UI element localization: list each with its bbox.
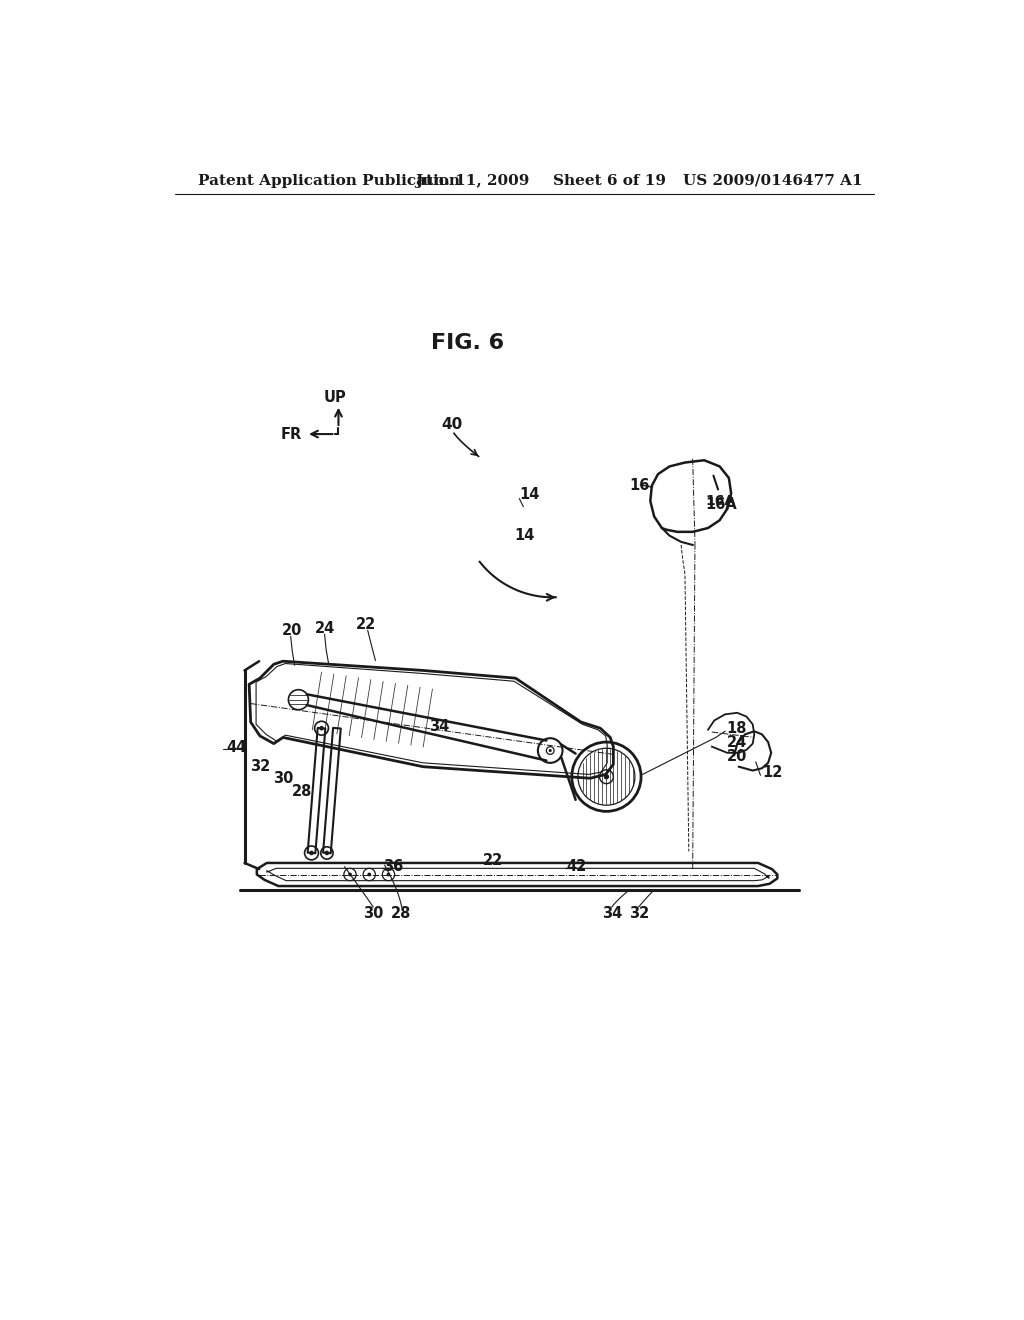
Text: 24: 24 [727,734,746,750]
Text: Sheet 6 of 19: Sheet 6 of 19 [553,174,666,187]
Text: 28: 28 [292,784,312,799]
Text: FR: FR [281,426,301,442]
Text: 18: 18 [727,721,748,735]
Text: 40: 40 [441,417,462,432]
Text: 36: 36 [383,859,403,874]
Text: 14: 14 [519,487,540,503]
Text: 30: 30 [273,771,294,785]
Text: 34: 34 [429,719,450,734]
Text: 32: 32 [630,906,650,920]
Text: 30: 30 [364,906,383,920]
Circle shape [309,850,313,855]
Circle shape [348,873,352,876]
Text: 44: 44 [226,741,247,755]
Text: 22: 22 [355,616,376,632]
Circle shape [325,850,330,855]
Text: 24: 24 [315,620,336,636]
Text: 16: 16 [630,478,650,494]
Text: 32: 32 [250,759,270,775]
Circle shape [387,873,390,876]
Circle shape [319,726,324,730]
Text: 16A: 16A [706,494,736,508]
Circle shape [549,748,552,752]
Text: 14: 14 [514,528,535,544]
Text: 12: 12 [762,766,782,780]
Text: UP: UP [324,389,346,405]
Text: 28: 28 [391,906,412,920]
Text: 16A: 16A [706,498,737,512]
Text: Jun. 11, 2009: Jun. 11, 2009 [416,174,529,187]
Circle shape [368,873,371,876]
Text: 34: 34 [602,906,622,920]
Text: Patent Application Publication: Patent Application Publication [199,174,461,187]
Text: US 2009/0146477 A1: US 2009/0146477 A1 [683,174,863,187]
Text: 42: 42 [566,859,587,874]
Circle shape [604,774,609,779]
Text: 22: 22 [483,853,504,869]
Text: 20: 20 [727,750,746,764]
Text: FIG. 6: FIG. 6 [431,333,504,354]
Text: 20: 20 [282,623,302,638]
